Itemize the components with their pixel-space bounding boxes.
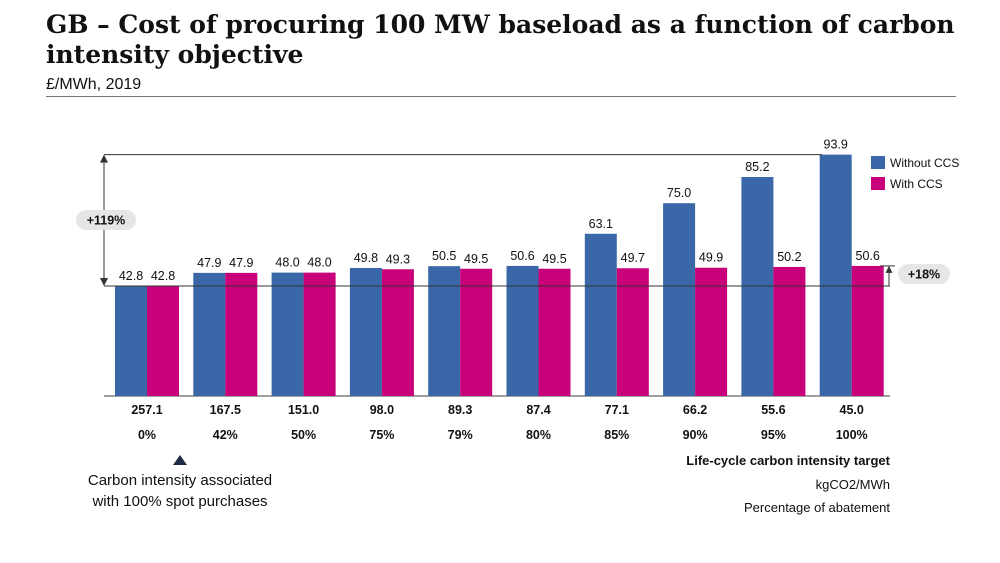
- data-label: 50.2: [777, 250, 801, 264]
- chart-title: GB – Cost of procuring 100 MW baseload a…: [46, 10, 955, 69]
- data-label: 85.2: [745, 160, 769, 174]
- data-label: 63.1: [589, 217, 613, 231]
- left-delta-badge: [76, 210, 136, 230]
- data-label: 42.8: [151, 269, 175, 283]
- x-tick-sublabel: 42%: [213, 428, 238, 442]
- right-delta-badge: [898, 264, 950, 284]
- bar-with-ccs: [851, 265, 884, 396]
- bar-without-ccs: [115, 285, 147, 396]
- triangle-up-icon: [173, 455, 187, 465]
- x-tick-label: 89.3: [448, 403, 472, 417]
- bar-with-ccs: [616, 268, 649, 396]
- spot-purchase-note: Carbon intensity associated with 100% sp…: [62, 470, 298, 512]
- data-label: 75.0: [667, 186, 691, 200]
- x-tick-sublabel: 85%: [604, 428, 629, 442]
- data-label: 47.9: [229, 256, 253, 270]
- bar-with-ccs: [381, 269, 414, 396]
- data-label: 93.9: [824, 138, 848, 152]
- chart-subtitle: £/MWh, 2019: [46, 76, 142, 93]
- x-tick-label: 257.1: [131, 403, 162, 417]
- bar-with-ccs: [303, 272, 336, 396]
- data-label: 49.5: [542, 252, 566, 266]
- legend-label: With CCS: [890, 177, 943, 191]
- bar-without-ccs: [349, 267, 382, 396]
- bar-without-ccs: [193, 272, 226, 396]
- x-tick-label: 151.0: [288, 403, 319, 417]
- data-label: 50.5: [432, 249, 456, 263]
- x-axis-row2-title: Percentage of abatement: [744, 500, 890, 515]
- x-tick-label: 167.5: [210, 403, 241, 417]
- data-label: 48.0: [275, 256, 299, 270]
- x-tick-sublabel: 80%: [526, 428, 551, 442]
- data-label: 49.3: [386, 252, 410, 266]
- data-label: 47.9: [197, 256, 221, 270]
- x-tick-sublabel: 75%: [369, 428, 394, 442]
- bar-without-ccs: [506, 265, 539, 396]
- x-tick-sublabel: 0%: [138, 428, 156, 442]
- bar-without-ccs: [819, 154, 852, 396]
- data-label: 48.0: [307, 256, 331, 270]
- arrow-head-up: [100, 154, 108, 163]
- bar-without-ccs: [741, 176, 774, 396]
- legend-label: Without CCS: [890, 156, 959, 170]
- title-divider: [46, 96, 956, 97]
- bar-with-ccs: [225, 272, 258, 396]
- data-label: 49.9: [699, 251, 723, 265]
- x-tick-sublabel: 90%: [683, 428, 708, 442]
- bar-without-ccs: [428, 266, 461, 396]
- bar-with-ccs: [147, 285, 179, 396]
- left-delta-label: +119%: [87, 214, 126, 228]
- x-tick-sublabel: 50%: [291, 428, 316, 442]
- right-delta-label: +18%: [908, 268, 940, 282]
- data-label: 42.8: [119, 269, 143, 283]
- x-tick-sublabel: 100%: [836, 428, 868, 442]
- spot-note-line-2: with 100% spot purchases: [92, 493, 268, 510]
- bar-without-ccs: [663, 203, 696, 396]
- x-tick-label: 98.0: [370, 403, 394, 417]
- x-tick-label: 66.2: [683, 403, 707, 417]
- x-axis-row1-title: kgCO2/MWh: [815, 477, 890, 492]
- bar-with-ccs: [460, 268, 493, 396]
- data-label: 50.6: [856, 249, 880, 263]
- bar-with-ccs: [538, 268, 571, 396]
- x-tick-label: 55.6: [761, 403, 785, 417]
- bar-without-ccs: [584, 233, 617, 396]
- data-label: 49.5: [464, 252, 488, 266]
- x-tick-sublabel: 95%: [761, 428, 786, 442]
- bar-with-ccs: [695, 267, 728, 396]
- x-tick-label: 77.1: [605, 403, 629, 417]
- legend-swatch: [871, 177, 885, 190]
- x-axis-title: Life-cycle carbon intensity target: [686, 453, 890, 468]
- data-label: 50.6: [510, 249, 534, 263]
- x-tick-label: 45.0: [840, 403, 864, 417]
- spot-note-line-1: Carbon intensity associated: [87, 472, 273, 489]
- x-tick-label: 87.4: [526, 403, 550, 417]
- x-tick-sublabel: 79%: [448, 428, 473, 442]
- bar-without-ccs: [271, 272, 304, 396]
- legend-swatch: [871, 156, 885, 169]
- data-label: 49.8: [354, 251, 378, 265]
- arrow-head-up: [885, 265, 893, 273]
- bar-with-ccs: [773, 266, 806, 396]
- data-label: 49.7: [621, 251, 645, 265]
- arrow-head-down: [100, 277, 108, 286]
